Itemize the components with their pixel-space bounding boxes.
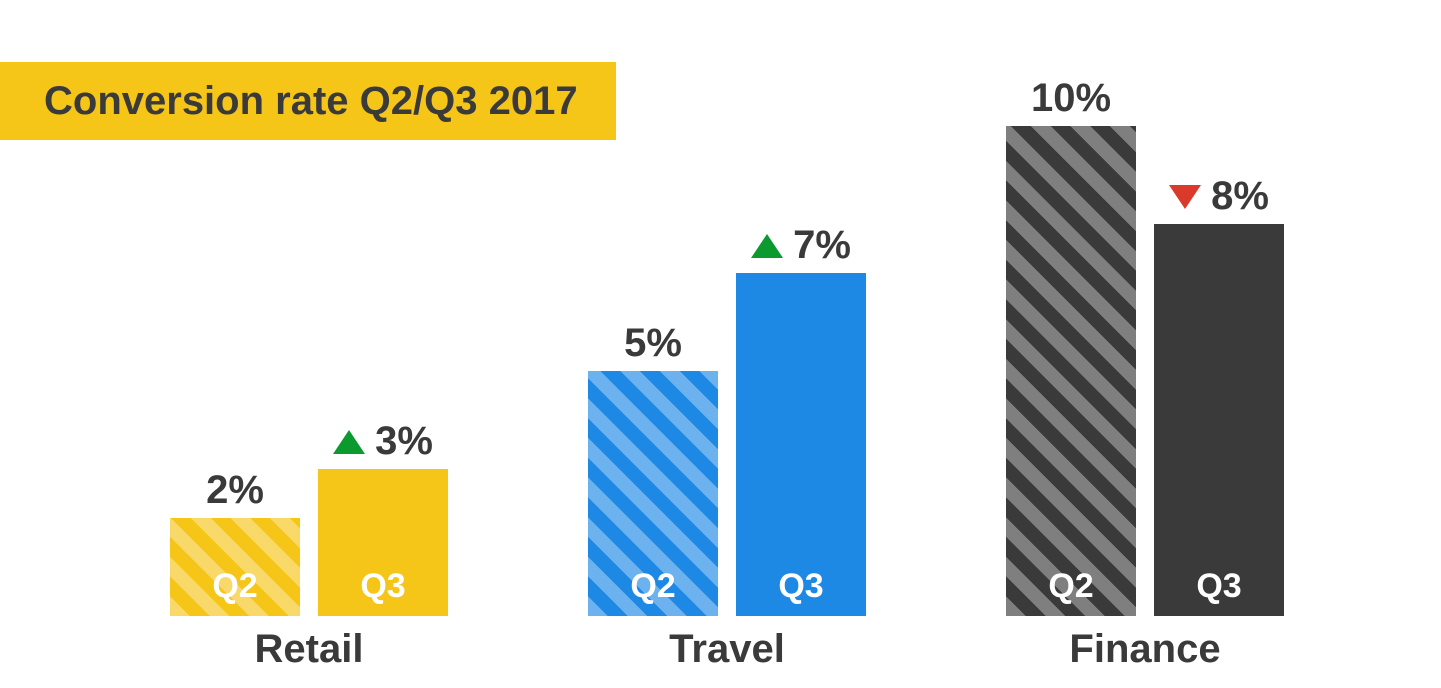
quarter-label-finance-q2: Q2 <box>1006 567 1136 606</box>
bar-fill-retail-q2: 2% Q2 <box>170 518 300 616</box>
quarter-label-retail-q3: Q3 <box>318 567 448 606</box>
bar-fill-finance-q3: 8% Q3 <box>1154 224 1284 616</box>
quarter-label-finance-q3: Q3 <box>1154 567 1284 606</box>
bar-finance-q2: 10% Q2 <box>1006 126 1136 616</box>
group-travel: 5% Q2 7% Q3 Travel <box>588 273 866 616</box>
value-label-travel-q2: 5% <box>588 321 718 366</box>
group-retail: 2% Q2 3% Q3 Retail <box>170 469 448 616</box>
quarter-label-travel-q3: Q3 <box>736 567 866 606</box>
trend-up-icon <box>751 234 783 258</box>
value-label-travel-q3: 7% <box>736 223 866 268</box>
category-label-finance: Finance <box>1006 627 1284 672</box>
bar-travel-q2: 5% Q2 <box>588 371 718 616</box>
category-label-retail: Retail <box>170 627 448 672</box>
bar-fill-travel-q2: 5% Q2 <box>588 371 718 616</box>
value-label-finance-q3: 8% <box>1154 174 1284 219</box>
quarter-label-travel-q2: Q2 <box>588 567 718 606</box>
chart-area: 2% Q2 3% Q3 Retail 5% Q2 <box>0 0 1441 688</box>
quarter-label-retail-q2: Q2 <box>170 567 300 606</box>
value-label-retail-q3: 3% <box>318 419 448 464</box>
trend-down-icon <box>1169 185 1201 209</box>
trend-up-icon <box>333 430 365 454</box>
group-finance: 10% Q2 8% Q3 Finance <box>1006 126 1284 616</box>
value-label-retail-q2: 2% <box>170 468 300 513</box>
bar-retail-q2: 2% Q2 <box>170 518 300 616</box>
bar-travel-q3: 7% Q3 <box>736 273 866 616</box>
bar-retail-q3: 3% Q3 <box>318 469 448 616</box>
bar-fill-travel-q3: 7% Q3 <box>736 273 866 616</box>
value-label-finance-q2: 10% <box>1006 76 1136 121</box>
category-label-travel: Travel <box>588 627 866 672</box>
bar-fill-finance-q2: 10% Q2 <box>1006 126 1136 616</box>
bar-fill-retail-q3: 3% Q3 <box>318 469 448 616</box>
bar-finance-q3: 8% Q3 <box>1154 224 1284 616</box>
